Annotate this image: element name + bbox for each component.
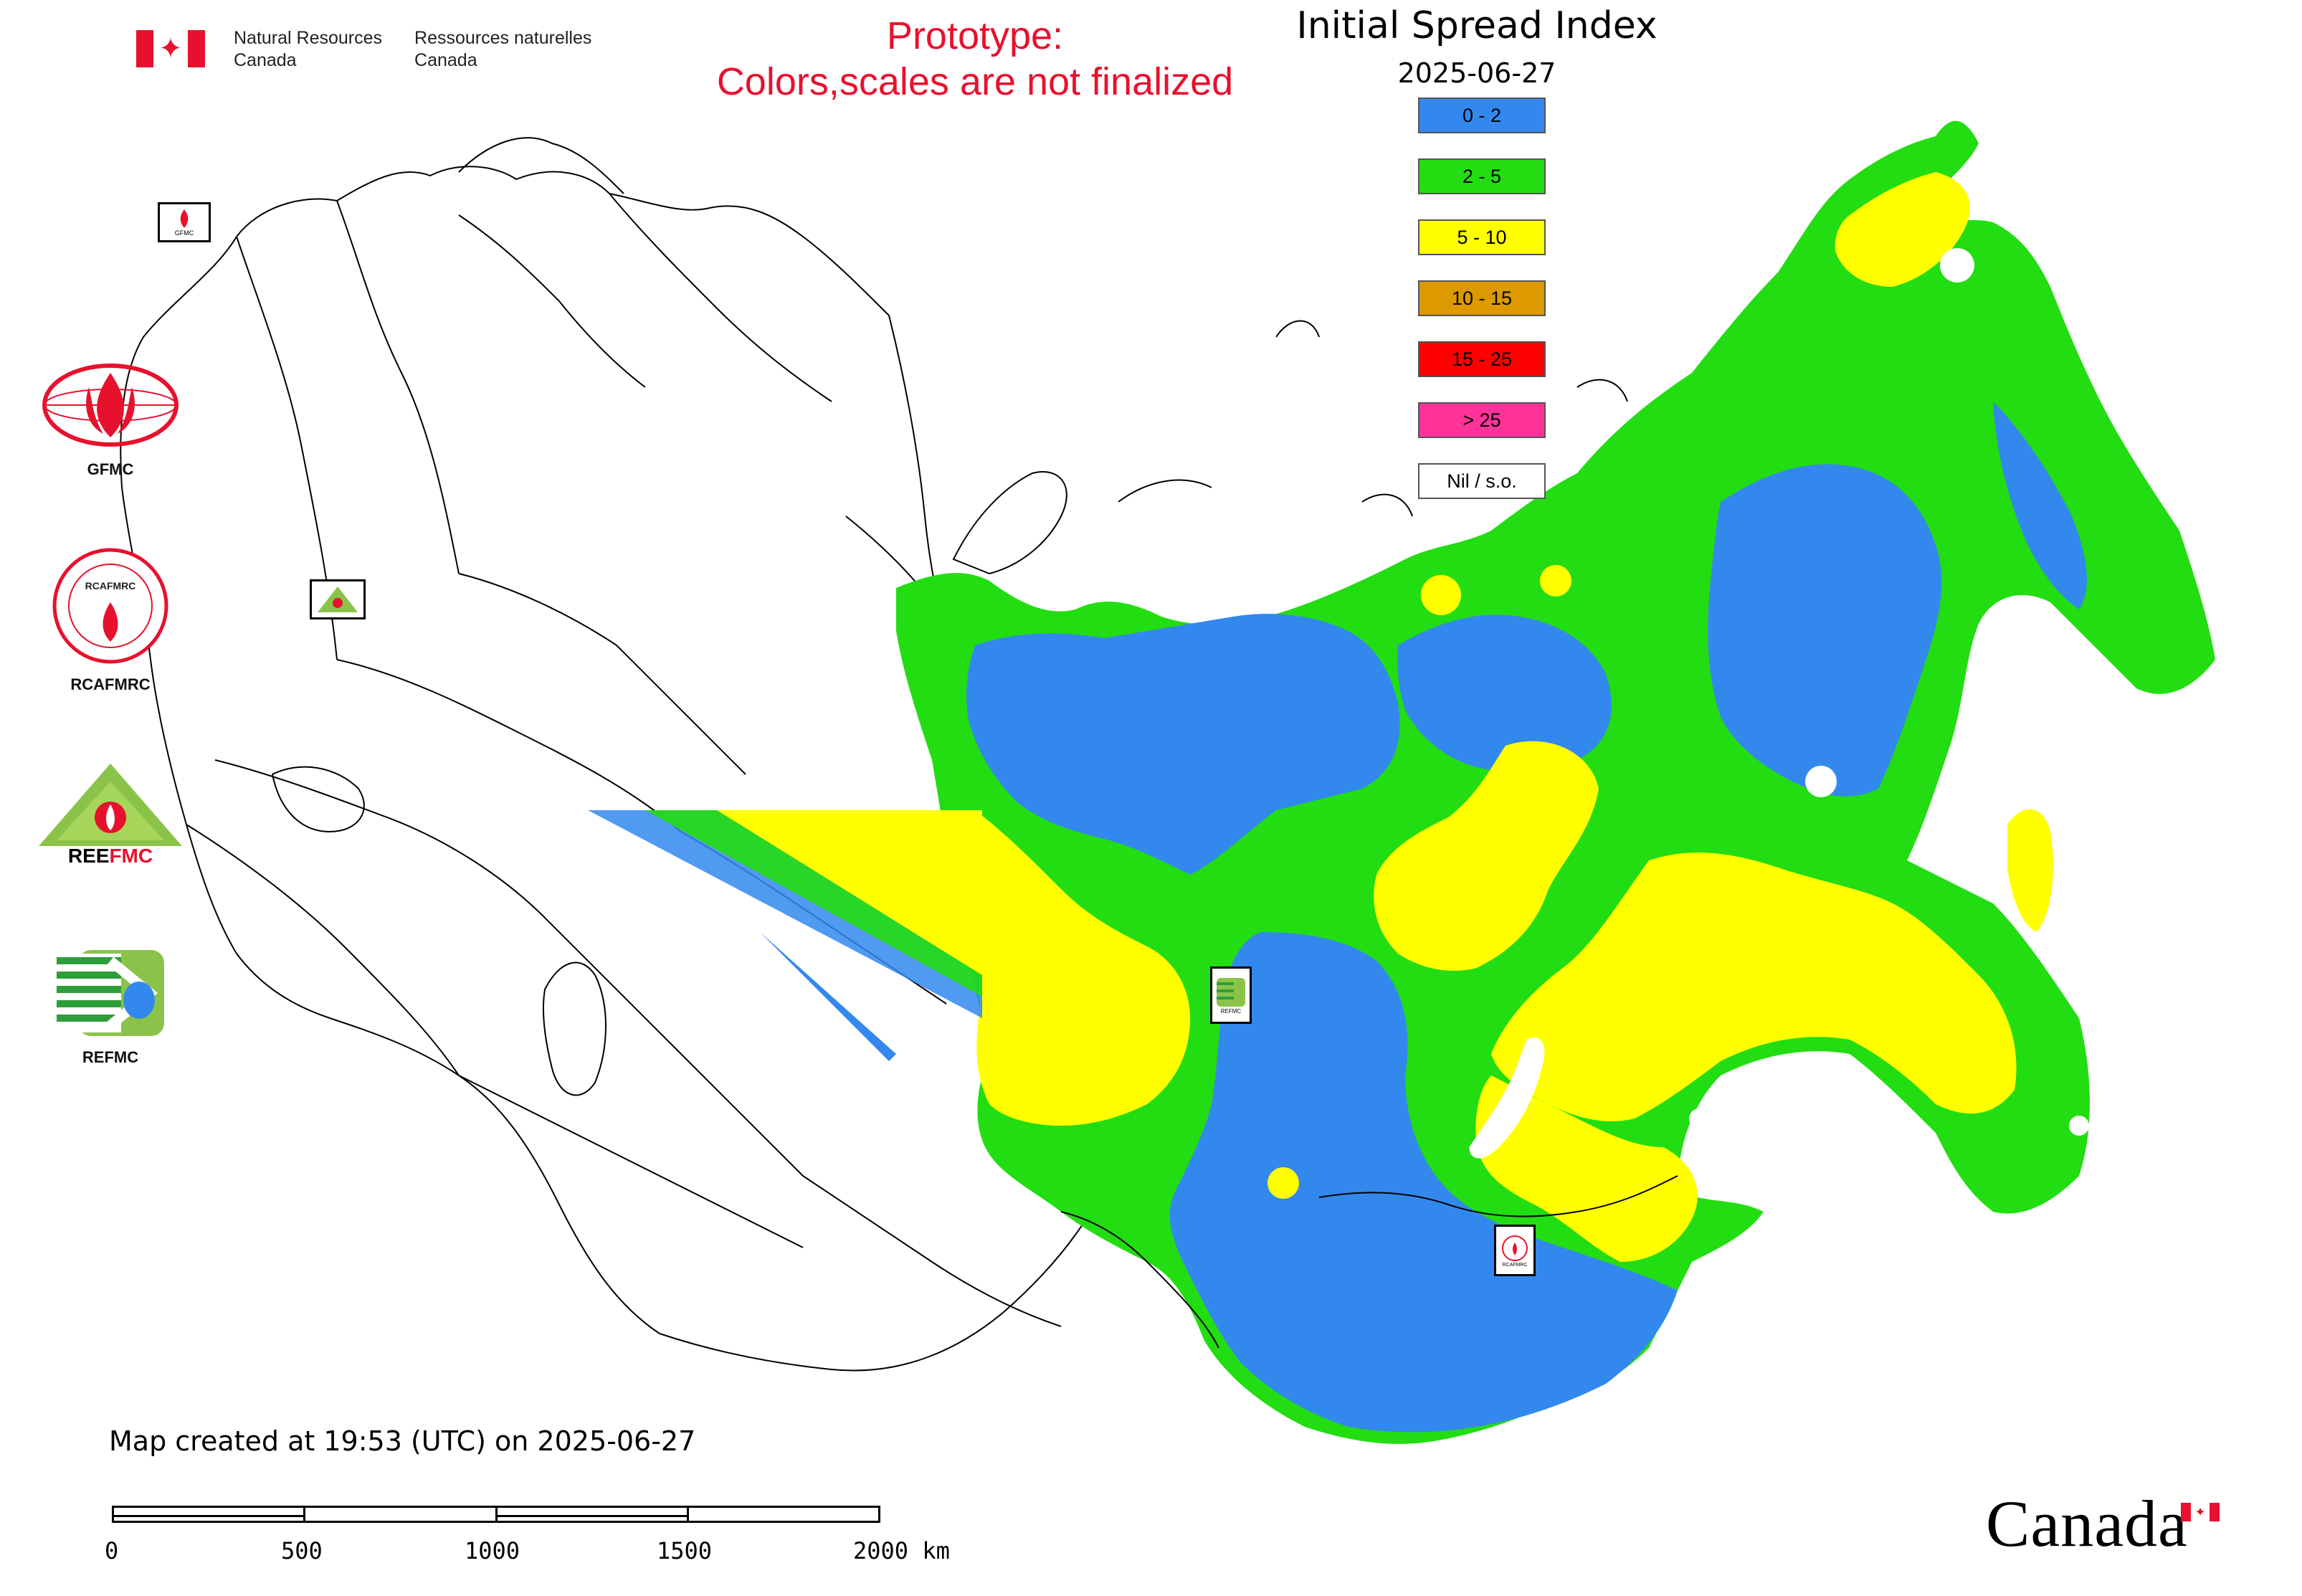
stamp-gfmc-label: GFMC (174, 229, 194, 237)
refmc-label: REFMC (82, 1048, 139, 1066)
refmc-logo-icon (57, 950, 164, 1036)
dept-fr-line2: Canada (414, 50, 477, 70)
partner-reefmc: REEFMC (32, 760, 189, 870)
stamp-rcafmrc-label: RCAFMRC (1502, 1262, 1528, 1268)
map-created-text: Map created at 19:53 (UTC) on 2025-06-27 (109, 1425, 696, 1457)
map-title: Initial Spread Index (1296, 4, 1657, 47)
stamp-reefmc (310, 579, 366, 619)
nil-spot-1 (1805, 766, 1837, 797)
scale-label-1000: 1000 (465, 1537, 520, 1564)
nil-spot-4 (2069, 1116, 2089, 1136)
gfmc-logo-icon (42, 364, 179, 447)
scale-label-0: 0 (105, 1537, 119, 1564)
reefmc-small-icon (318, 586, 358, 612)
wordmark-flag-icon: ✦ (2181, 1503, 2220, 1521)
partner-rcafmrc: RCAFMRC RCAFMRC (32, 545, 189, 694)
scale-seg-2 (303, 1506, 495, 1523)
scale-bar (112, 1506, 880, 1523)
dept-en-line2: Canada (234, 50, 297, 70)
legend-item: 15 - 25 (1418, 341, 1546, 377)
lake-baikal (1469, 1037, 1545, 1159)
arctic-islands (952, 320, 1628, 575)
svg-text:REEFMC: REEFMC (68, 845, 153, 867)
scale-label-500: 500 (281, 1537, 323, 1564)
zone-yellow-kazakh (969, 810, 1190, 1126)
zone-yellow-spot-1 (1421, 575, 1461, 615)
zone-yellow-mongolia (1475, 1075, 1698, 1262)
prototype-line2: Colors,scales are not finalized (716, 60, 1234, 103)
scale-seg-4 (686, 1506, 880, 1523)
scale-seg-3 (495, 1506, 687, 1523)
scale-seg-1 (112, 1506, 304, 1523)
rcafmrc-small-icon (1502, 1235, 1528, 1261)
legend-item: 2 - 5 (1418, 158, 1546, 194)
legend-item: 5 - 10 (1418, 219, 1546, 255)
prototype-notice: Prototype: Colors,scales are not finaliz… (652, 13, 1298, 105)
zone-blue-westsib (966, 614, 1400, 875)
zone-blue-kamchatka (1993, 402, 2087, 609)
partner-gfmc: GFMC (32, 358, 189, 479)
zone-yellow-spot-2 (1540, 565, 1571, 597)
scale-label-1500: 1500 (657, 1537, 713, 1564)
gfmc-label: GFMC (87, 460, 134, 478)
dept-fr-line1: Ressources naturelles (414, 28, 592, 48)
scale-label-2000: 2000 km (853, 1537, 950, 1564)
zone-blue-east (1708, 464, 1942, 797)
zone-yellow-sakhalin (2007, 809, 2053, 932)
nrcan-logo: ✦ Natural Resources Canada Ressources na… (136, 27, 591, 72)
rcafmrc-label: RCAFMRC (70, 675, 151, 693)
legend-item: 0 - 2 (1418, 98, 1546, 133)
nil-spot-2 (1940, 248, 1974, 282)
zone-yellow-east (1491, 852, 2017, 1121)
zone-blue-kazakh-south (1169, 932, 1678, 1433)
canada-wordmark: Canada (1986, 1487, 2188, 1560)
map-date: 2025-06-27 (1397, 57, 1556, 89)
zone-yellow-spot-3 (1267, 1167, 1299, 1199)
reefmc-logo-icon: REEFMC (37, 764, 184, 867)
partner-refmc: REFMC (32, 946, 189, 1067)
stamp-refmc-label: REFMC (1220, 1007, 1242, 1015)
stamp-refmc: REFMC (1210, 966, 1252, 1024)
zone-yellow-chukotka (1835, 172, 1970, 287)
nil-spot-3 (1689, 1108, 1709, 1129)
dept-en-line1: Natural Resources (234, 28, 383, 48)
legend-item: > 25 (1418, 402, 1546, 438)
legend: 0 - 2 2 - 5 5 - 10 10 - 15 15 - 25 > 25 Nil / … (1418, 98, 1546, 524)
legend-item: 10 - 15 (1418, 280, 1546, 316)
zone-yellow-central (1374, 741, 1599, 971)
stamp-gfmc: GFMC (158, 202, 211, 242)
dept-name-en: Natural Resources Canada (234, 27, 382, 72)
prototype-line1: Prototype: (886, 14, 1064, 57)
rcafmrc-logo-icon: RCAFMRC (52, 548, 168, 664)
dept-name-fr: Ressources naturelles Canada (414, 27, 591, 72)
canada-flag-icon: ✦ (136, 30, 205, 67)
gfmc-small-icon (180, 209, 189, 228)
china-border (1060, 1175, 1678, 1349)
svg-text:RCAFMRC: RCAFMRC (85, 580, 136, 592)
isi-colored-region (896, 120, 2215, 1444)
projection-streaks (588, 810, 982, 1061)
legend-item: Nil / s.o. (1418, 463, 1546, 499)
zone-blue-central (1397, 614, 1612, 772)
refmc-small-icon (1217, 977, 1245, 1007)
stamp-rcafmrc: RCAFMRC (1494, 1225, 1536, 1276)
